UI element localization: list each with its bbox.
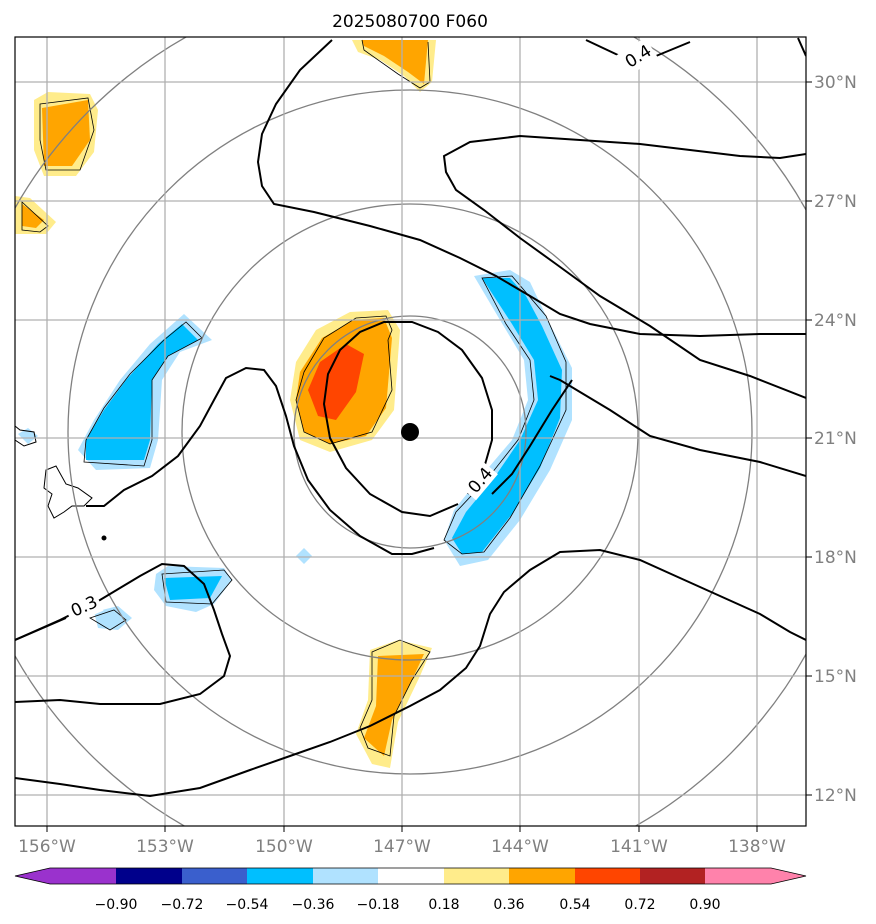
lon-label-153w: 153°W — [136, 837, 194, 857]
shade-center-red — [308, 344, 364, 420]
colorbar-tick-9: 0.90 — [689, 897, 720, 913]
range-rings — [15, 37, 806, 826]
colorbar-tick-8: 0.72 — [624, 897, 655, 913]
lat-label-21n: 21°N — [814, 429, 857, 449]
shade-small-2 — [296, 548, 312, 564]
range-ring-1 — [293, 315, 527, 549]
lon-label-141w: 141°W — [610, 837, 668, 857]
map-title: 2025080700 F060 — [332, 12, 488, 32]
colorbar-swatch-6 — [444, 868, 509, 884]
shade-bottom-orange — [364, 654, 424, 756]
colorbar-swatch-2 — [182, 868, 247, 884]
colorbar-swatch-7 — [509, 868, 575, 884]
shade-lbl-blue — [86, 324, 198, 460]
colorbar-swatch-10 — [705, 868, 806, 884]
contours — [15, 37, 806, 798]
colorbar-tick-7: 0.54 — [559, 897, 590, 913]
island-oahu-maui — [43, 465, 93, 519]
colorbar-outline — [14, 867, 807, 885]
shade-rarc-blue — [452, 278, 562, 554]
lat-label-27n: 27°N — [814, 192, 857, 212]
colorbar-tick-3: −0.36 — [292, 897, 335, 913]
shade-small-1 — [94, 606, 132, 630]
colorbar-tick-1: −0.72 — [161, 897, 204, 913]
lon-label-138w: 138°W — [728, 837, 786, 857]
lat-label-15n: 15°N — [814, 667, 857, 687]
contour-label-gap-left — [15, 617, 67, 641]
contour-inner-circle — [322, 321, 493, 518]
contour-left-loop — [86, 366, 435, 555]
positive-shading — [15, 40, 436, 768]
lat-label-24n: 24°N — [814, 311, 857, 331]
colorbar-tick-6: 0.36 — [493, 897, 524, 913]
colorbar: −0.90 −0.72 −0.54 −0.36 −0.18 0.18 0.36 … — [14, 867, 807, 913]
map-area: 0.4 0.4 0.3 — [15, 37, 806, 826]
thin-outlines — [21, 39, 567, 757]
lat-label-18n: 18°N — [814, 548, 857, 568]
map-frame — [14, 36, 807, 827]
colorbar-swatch-9 — [640, 868, 705, 884]
lon-label-144w: 144°W — [491, 837, 549, 857]
colorbar-tick-0: −0.90 — [95, 897, 138, 913]
lon-label-147w: 147°W — [373, 837, 431, 857]
contour-upper-band — [256, 39, 806, 338]
colorbar-swatch-1 — [116, 868, 182, 884]
colorbar-tick-2: −0.54 — [226, 897, 269, 913]
colorbar-swatch-4 — [313, 868, 378, 884]
contour-second-band — [442, 134, 806, 399]
lat-label-30n: 30°N — [814, 73, 857, 93]
lat-axis: 30°N 27°N 24°N 21°N 18°N 15°N 12°N — [806, 73, 857, 806]
storm-center-marker — [401, 423, 419, 441]
range-ring-3 — [67, 89, 753, 775]
shade-left-orange — [22, 204, 44, 228]
shade-top-orange — [362, 40, 428, 84]
colorbar-tick-5: 0.18 — [428, 897, 459, 913]
colorbar-tick-4: −0.18 — [357, 897, 400, 913]
islands — [15, 425, 107, 541]
island-small — [101, 535, 107, 541]
contour-lower-band — [15, 562, 232, 705]
lon-axis: 156°W 153°W 150°W 147°W 144°W 141°W 138°… — [18, 826, 786, 857]
colorbar-swatch-8 — [575, 868, 640, 884]
contour-third-band — [549, 375, 806, 477]
island-kauai — [15, 425, 37, 447]
colorbar-swatch-3 — [247, 868, 313, 884]
contour-right-through — [491, 379, 573, 495]
lon-label-156w: 156°W — [18, 837, 76, 857]
range-ring-2 — [181, 203, 639, 661]
contour-top-right — [585, 37, 806, 67]
colorbar-swatch-5 — [378, 868, 444, 884]
contour-lower-band-2 — [15, 548, 806, 798]
lon-label-150w: 150°W — [255, 837, 313, 857]
lat-label-12n: 12°N — [814, 786, 857, 806]
colorbar-swatch-0 — [15, 868, 116, 884]
